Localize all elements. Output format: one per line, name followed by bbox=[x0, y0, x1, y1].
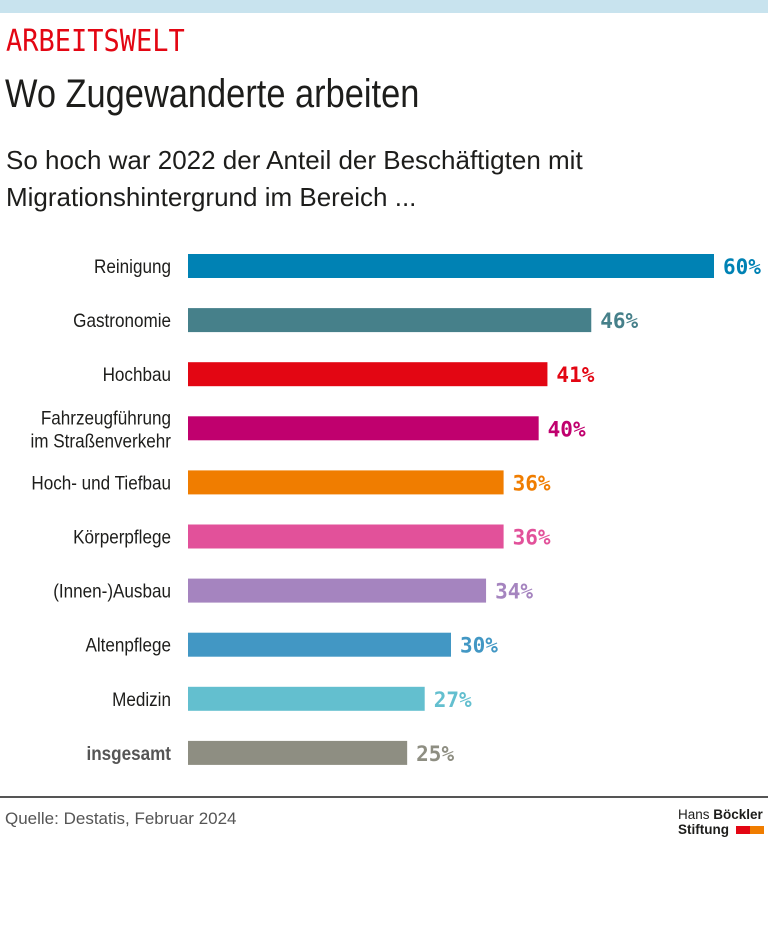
value-label: 60% bbox=[723, 255, 761, 279]
category-label: Altenpflege bbox=[85, 635, 171, 656]
chart-subtitle: So hoch war 2022 der Anteil der Beschäft… bbox=[6, 145, 583, 212]
bar-0 bbox=[188, 254, 714, 278]
bar-4 bbox=[188, 470, 504, 495]
logo-text-1: Hans bbox=[678, 807, 710, 822]
source-note: Quelle: Destatis, Februar 2024 bbox=[5, 809, 237, 828]
bar-9 bbox=[188, 740, 408, 765]
category-label: Gastronomie bbox=[73, 310, 171, 331]
category-label: Fahrzeugführung im Straßenverkehr bbox=[30, 407, 171, 451]
value-label: 36% bbox=[513, 526, 551, 550]
kicker: ARBEITSWELT bbox=[6, 24, 185, 59]
category-label: Medizin bbox=[112, 689, 171, 710]
logo-orange-square bbox=[749, 826, 764, 835]
bar-2 bbox=[188, 362, 548, 387]
category-label: Reinigung bbox=[94, 256, 171, 277]
value-label: 36% bbox=[513, 471, 551, 495]
logo: Hans Böckler Stiftung bbox=[678, 807, 764, 837]
chart-title: Wo Zugewanderte arbeiten bbox=[5, 72, 420, 116]
bar-8 bbox=[188, 686, 425, 711]
category-label: Körperpflege bbox=[73, 527, 171, 548]
value-label: 40% bbox=[548, 417, 586, 441]
logo-text-3: Stiftung bbox=[678, 822, 729, 837]
category-label: Hochbau bbox=[103, 364, 171, 385]
logo-red-square bbox=[735, 826, 750, 835]
bar-7 bbox=[188, 632, 451, 657]
bar-1 bbox=[188, 308, 592, 333]
logo-text-2: Böckler bbox=[713, 807, 763, 822]
value-label: 27% bbox=[434, 688, 472, 712]
category-label: (Innen-)Ausbau bbox=[53, 581, 171, 602]
value-label: 30% bbox=[460, 634, 498, 658]
bar-chart: Reinigung 60% Gastronomie 46% Hochbau 41% Fahr… bbox=[30, 254, 761, 766]
category-label: Hoch- und Tiefbau bbox=[31, 473, 171, 494]
category-label: insgesamt bbox=[86, 743, 171, 764]
value-label: 34% bbox=[495, 580, 533, 604]
top-bar bbox=[0, 0, 768, 13]
divider bbox=[0, 796, 768, 798]
value-label: 46% bbox=[600, 309, 638, 333]
bar-6 bbox=[188, 578, 487, 603]
value-label: 25% bbox=[416, 742, 454, 766]
bar-5 bbox=[188, 524, 504, 549]
bar-3 bbox=[188, 416, 539, 441]
value-label: 41% bbox=[556, 363, 594, 387]
